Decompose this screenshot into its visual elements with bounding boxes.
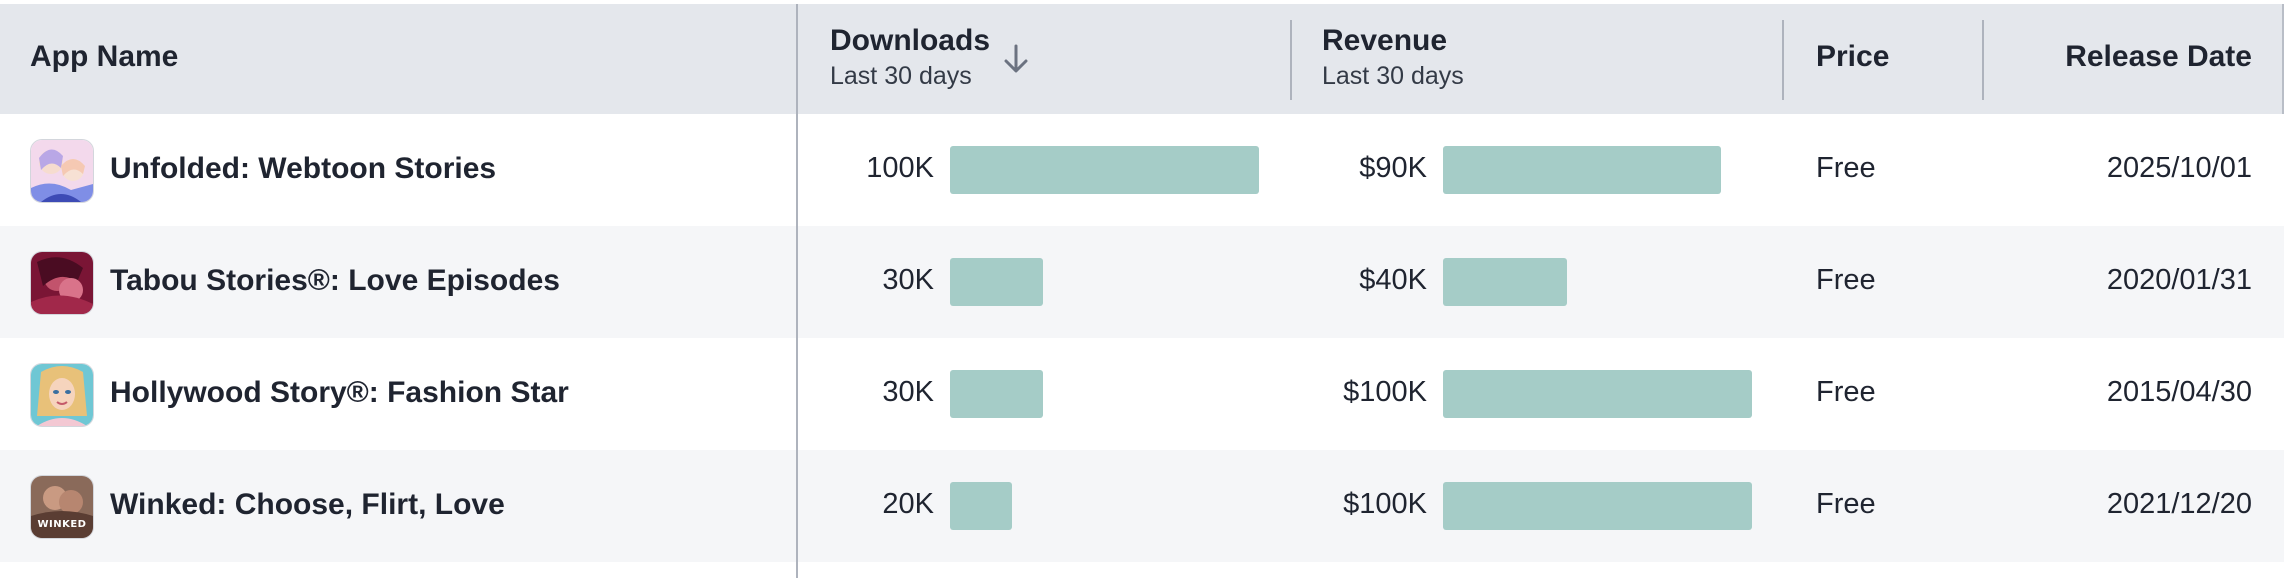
arrow-down-icon[interactable] bbox=[1001, 42, 1031, 76]
header-app-name-label: App Name bbox=[30, 40, 179, 73]
revenue-bar bbox=[1443, 482, 1752, 530]
revenue-value: $40K bbox=[1359, 264, 1427, 296]
release-date-value: 2015/04/30 bbox=[2106, 376, 2252, 408]
downloads-value: 100K bbox=[866, 152, 934, 184]
header-downloads-sub: Last 30 days bbox=[830, 62, 972, 90]
column-divider bbox=[2282, 4, 2284, 114]
revenue-bar bbox=[1443, 258, 1567, 306]
price-value: Free bbox=[1816, 488, 1876, 520]
price-value: Free bbox=[1816, 376, 1876, 408]
frozen-column-divider bbox=[796, 4, 798, 578]
app-icon-logo-text: WINKED bbox=[37, 519, 87, 530]
header-app-name[interactable]: App Name bbox=[30, 40, 178, 74]
release-date-value: 2025/10/01 bbox=[2106, 152, 2252, 184]
price-value: Free bbox=[1816, 264, 1876, 296]
revenue-bar bbox=[1443, 370, 1752, 418]
column-divider[interactable] bbox=[1782, 20, 1784, 100]
header-revenue-sub: Last 30 days bbox=[1322, 62, 1464, 90]
downloads-bar bbox=[950, 482, 1012, 530]
unfolded-app-icon[interactable] bbox=[30, 139, 94, 203]
price-value: Free bbox=[1816, 152, 1876, 184]
header-downloads[interactable]: Downloads Last 30 days bbox=[830, 24, 990, 91]
table-header bbox=[0, 4, 2284, 114]
revenue-value: $100K bbox=[1343, 376, 1427, 408]
hollywood-app-icon[interactable] bbox=[30, 363, 94, 427]
header-revenue-label: Revenue bbox=[1322, 24, 1448, 57]
header-release-date-label: Release Date bbox=[2065, 40, 2252, 73]
header-price-label: Price bbox=[1816, 40, 1890, 73]
table-row[interactable]: Unfolded: Webtoon Stories 100K $90K Free 202… bbox=[0, 114, 2284, 226]
downloads-bar bbox=[950, 258, 1043, 306]
revenue-bar bbox=[1443, 146, 1721, 194]
header-release-date[interactable]: Release Date bbox=[2065, 40, 2252, 74]
app-name-link[interactable]: Winked: Choose, Flirt, Love bbox=[110, 488, 505, 521]
release-date-value: 2021/12/20 bbox=[2106, 488, 2252, 520]
header-price[interactable]: Price bbox=[1816, 40, 1889, 74]
downloads-value: 30K bbox=[882, 264, 934, 296]
table-row[interactable]: WINKED Winked: Choose, Flirt, Love 20K $100… bbox=[0, 450, 2284, 562]
table-row[interactable]: Hollywood Story®: Fashion Star 30K $100K Fr… bbox=[0, 338, 2284, 450]
table-row[interactable]: Tabou Stories®: Love Episodes 30K $40K Free… bbox=[0, 226, 2284, 338]
app-name-link[interactable]: Hollywood Story®: Fashion Star bbox=[110, 376, 569, 409]
revenue-value: $100K bbox=[1343, 488, 1427, 520]
header-downloads-label: Downloads bbox=[830, 24, 991, 57]
downloads-bar bbox=[950, 146, 1259, 194]
column-divider[interactable] bbox=[1290, 20, 1292, 100]
header-revenue[interactable]: Revenue Last 30 days bbox=[1322, 24, 1464, 91]
release-date-value: 2020/01/31 bbox=[2106, 264, 2252, 296]
app-name-link[interactable]: Tabou Stories®: Love Episodes bbox=[110, 264, 560, 297]
winked-app-icon[interactable]: WINKED bbox=[30, 475, 94, 539]
downloads-value: 20K bbox=[882, 488, 934, 520]
app-name-link[interactable]: Unfolded: Webtoon Stories bbox=[110, 152, 497, 185]
downloads-bar bbox=[950, 370, 1043, 418]
revenue-value: $90K bbox=[1359, 152, 1427, 184]
downloads-value: 30K bbox=[882, 376, 934, 408]
tabou-app-icon[interactable] bbox=[30, 251, 94, 315]
column-divider[interactable] bbox=[1982, 20, 1984, 100]
